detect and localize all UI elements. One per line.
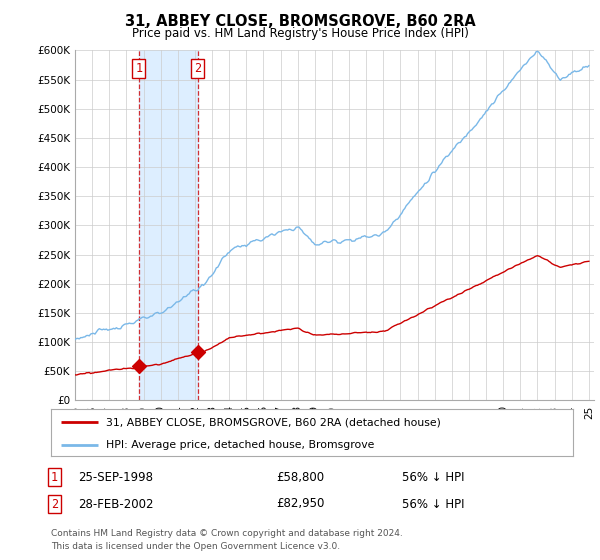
Bar	[139, 50, 197, 400]
Text: HPI: Average price, detached house, Bromsgrove: HPI: Average price, detached house, Brom…	[106, 440, 374, 450]
Point	[134, 362, 143, 371]
Text: 1: 1	[51, 470, 58, 484]
Text: £58,800: £58,800	[276, 470, 324, 484]
Text: 28-FEB-2002: 28-FEB-2002	[78, 497, 154, 511]
Text: 31, ABBEY CLOSE, BROMSGROVE, B60 2RA (detached house): 31, ABBEY CLOSE, BROMSGROVE, B60 2RA (de…	[106, 417, 440, 427]
Text: 56% ↓ HPI: 56% ↓ HPI	[402, 470, 464, 484]
Point	[193, 348, 202, 357]
Text: 2: 2	[194, 62, 201, 75]
Text: £82,950: £82,950	[276, 497, 325, 511]
Text: 2: 2	[51, 497, 58, 511]
Text: Contains HM Land Registry data © Crown copyright and database right 2024.
This d: Contains HM Land Registry data © Crown c…	[51, 529, 403, 550]
Text: Price paid vs. HM Land Registry's House Price Index (HPI): Price paid vs. HM Land Registry's House …	[131, 27, 469, 40]
Text: 1: 1	[136, 62, 142, 75]
Text: 31, ABBEY CLOSE, BROMSGROVE, B60 2RA: 31, ABBEY CLOSE, BROMSGROVE, B60 2RA	[125, 14, 475, 29]
Text: 25-SEP-1998: 25-SEP-1998	[78, 470, 153, 484]
Text: 56% ↓ HPI: 56% ↓ HPI	[402, 497, 464, 511]
